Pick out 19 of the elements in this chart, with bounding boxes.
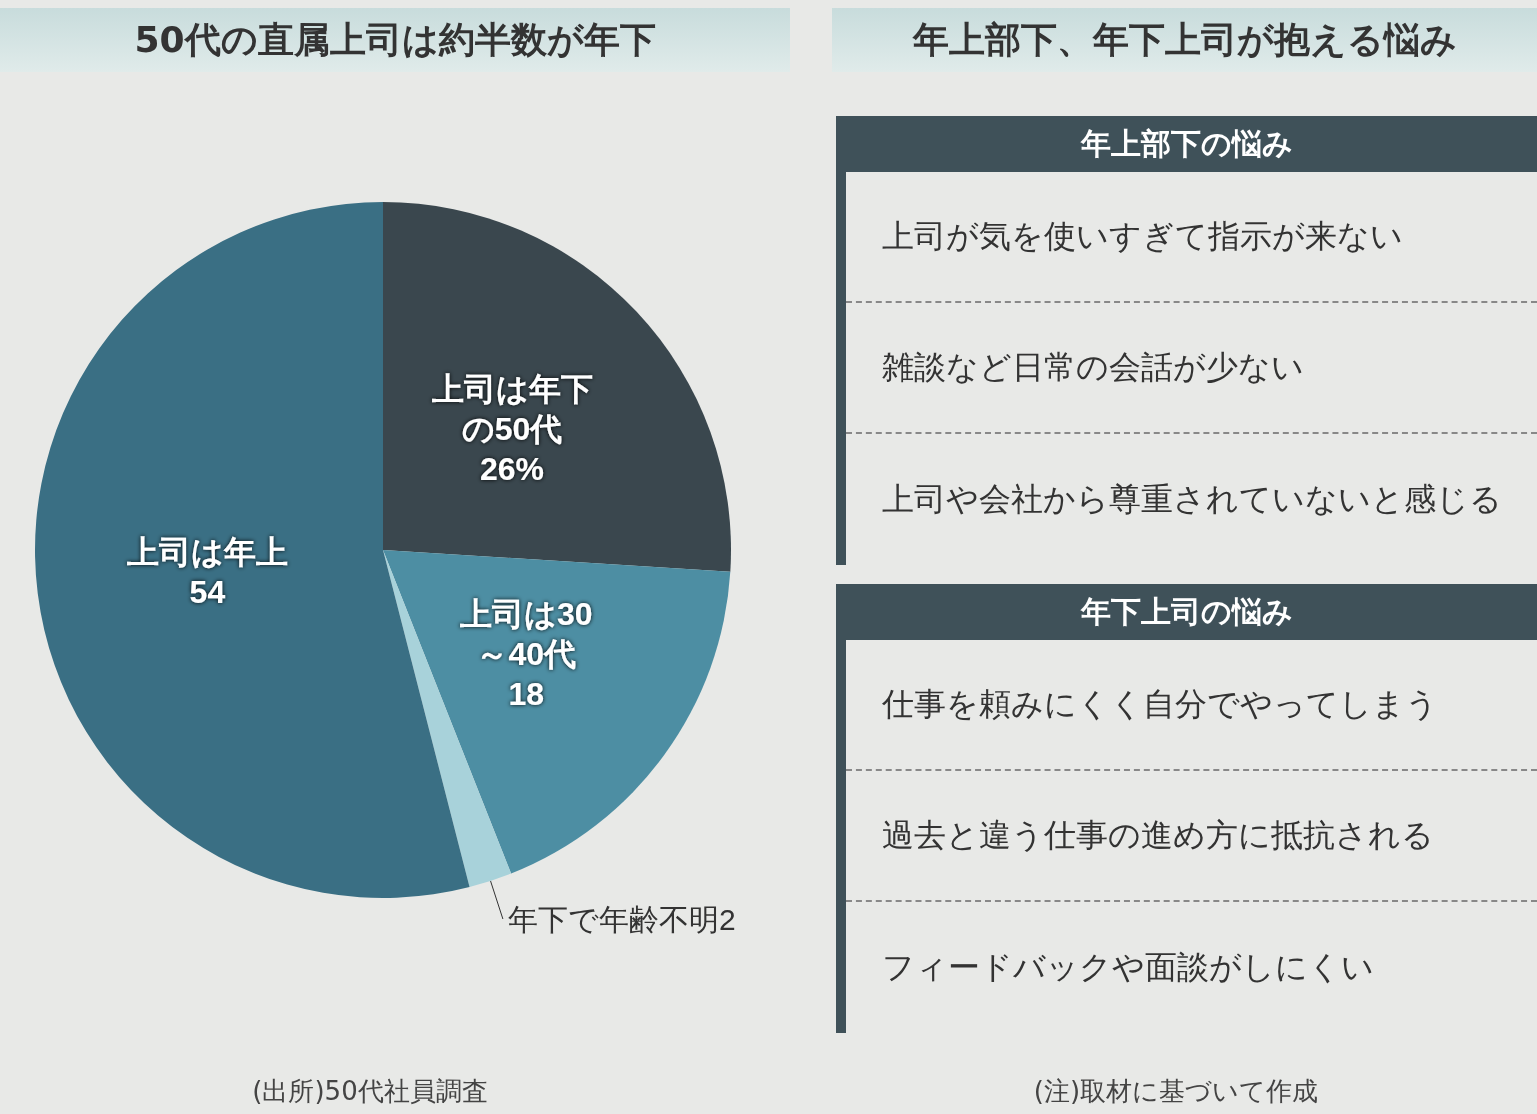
slice-label: 上司は年下の50代 bbox=[430, 370, 593, 447]
slice-label: 年下で年齢不明2 bbox=[507, 902, 736, 936]
data-label: 18 bbox=[508, 676, 544, 713]
text: 年上部下、年下上司が抱える悩み bbox=[832, 8, 1537, 72]
text: 上司が気を使いすぎて指示が来ない bbox=[846, 172, 1537, 303]
chart-title: 50代の直属上司は約半数が年下 bbox=[0, 8, 790, 72]
text: (出所)50代社員調査 bbox=[251, 1075, 489, 1108]
data-label: 26% bbox=[480, 450, 545, 487]
text: 年下上司の悩み bbox=[836, 584, 1537, 640]
slice-label: 上司は30～40代 bbox=[458, 596, 593, 673]
text: 年上部下の悩み bbox=[836, 116, 1537, 172]
text: 過去と違う仕事の進め方に抵抗される bbox=[846, 771, 1537, 902]
data-label: 54 bbox=[189, 574, 226, 611]
slice-label: 上司は年上 bbox=[125, 534, 288, 571]
text: フィードバックや面談がしにくい bbox=[881, 946, 1375, 988]
text: (注)取材に基づいて作成 bbox=[1032, 1075, 1320, 1108]
text: 仕事を頼みにくく自分でやってしまう bbox=[846, 640, 1537, 771]
text: 上司や会社から尊重されていないと感じる bbox=[881, 478, 1503, 520]
text: 雑談など日常の会話が少ない bbox=[846, 303, 1537, 434]
